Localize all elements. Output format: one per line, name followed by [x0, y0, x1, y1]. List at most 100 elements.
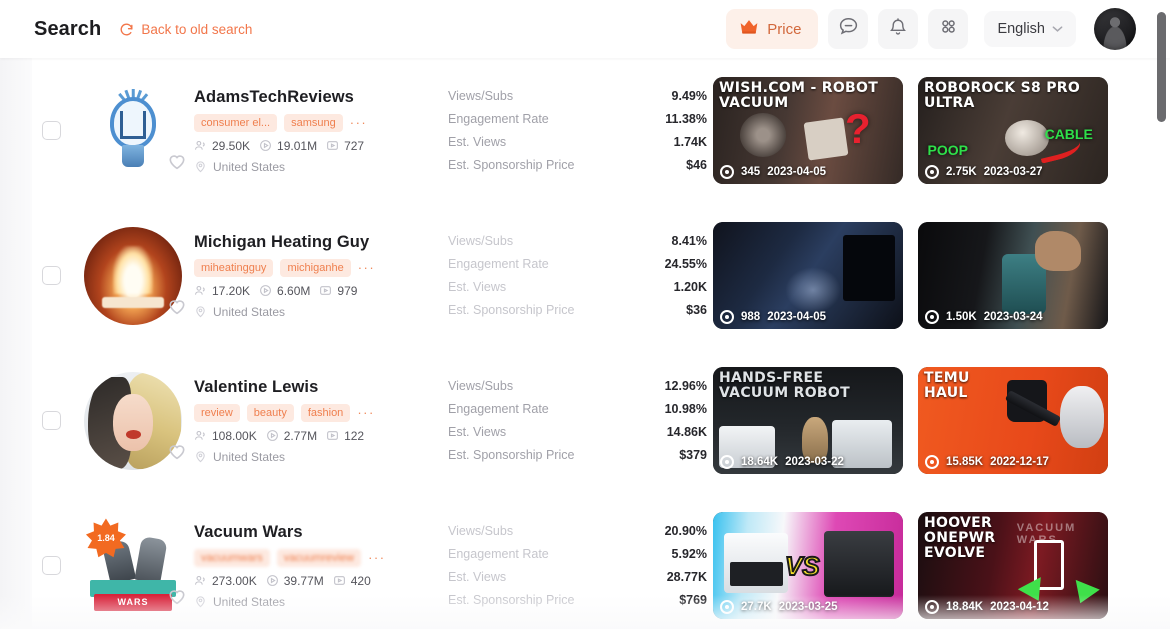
metric-value: 5.92% — [671, 547, 707, 561]
thumbnail-date: 2023-03-25 — [778, 601, 838, 613]
video-thumbnail[interactable]: VS 27.7K 2023-03-25 — [713, 512, 903, 619]
more-tags-button[interactable]: ··· — [357, 405, 375, 420]
favorite-heart-icon[interactable] — [166, 440, 188, 462]
channel-avatar-cell — [74, 81, 192, 180]
video-thumbnails-cell: HANDS-FREE VACUUM ROBOT 18.64K 2023-03-2… — [707, 367, 1108, 474]
thumbnail-views: 2.75K — [946, 166, 977, 178]
more-tags-button[interactable]: ··· — [357, 260, 376, 275]
row-checkbox[interactable] — [41, 411, 61, 430]
thumbnail-date: 2023-03-24 — [983, 311, 1043, 323]
thumbnail-views: 988 — [741, 311, 761, 323]
channel-tag[interactable]: miheatingguy — [194, 258, 274, 277]
video-thumbnail[interactable]: VACUUM WARS HOOVER ONEPWR EVOLVE 18.84K … — [918, 512, 1108, 619]
channel-name[interactable]: AdamsTechReviews — [194, 87, 354, 106]
price-button[interactable]: Price — [726, 9, 819, 49]
metric-est-price: Est. Sponsorship Price $46 — [448, 158, 707, 172]
video-thumbnail[interactable]: TEMU HAUL 15.85K 2022-12-17 — [918, 367, 1108, 474]
table-row[interactable]: AdamsTechReviews consumer el... samsung … — [0, 58, 1170, 203]
more-tags-button[interactable]: ··· — [368, 550, 386, 565]
channel-tag[interactable]: vacuumreview — [276, 548, 362, 567]
views-value: 39.77M — [283, 573, 324, 588]
thumbnail-views: 18.84K — [946, 601, 984, 613]
back-to-old-search-link[interactable]: Back to old search — [119, 22, 252, 37]
videos-value: 979 — [337, 283, 358, 298]
thumbnail-art — [918, 367, 1108, 474]
channel-tags: miheatingguy michiganhe ··· — [194, 258, 442, 277]
video-thumbnail[interactable]: 988 2023-04-05 — [713, 222, 903, 329]
thumbnail-views: 18.64K — [741, 456, 779, 468]
channel-info-cell: Michigan Heating Guy miheatingguy michig… — [192, 233, 442, 319]
views-stat: 6.60M — [259, 284, 310, 298]
channel-tag[interactable]: samsung — [284, 113, 343, 132]
table-row[interactable]: Valentine Lewis review beauty fashion ··… — [0, 348, 1170, 493]
metric-value: $36 — [686, 303, 707, 317]
views-value: 19.01M — [277, 138, 318, 153]
channel-location: United States — [194, 450, 442, 464]
subscribers-value: 108.00K — [212, 428, 257, 443]
row-checkbox[interactable] — [41, 556, 61, 575]
metric-value: $46 — [686, 158, 707, 172]
metric-label: Engagement Rate — [448, 402, 549, 416]
video-thumbnail[interactable]: HANDS-FREE VACUUM ROBOT 18.64K 2023-03-2… — [713, 367, 903, 474]
videos-stat: 122 — [326, 429, 364, 443]
video-thumbnail[interactable]: POOP CABLE ROBOROCK S8 PRO ULTRA 2.75K 20… — [918, 77, 1108, 184]
metric-value: $379 — [679, 448, 707, 462]
thumbnail-title: HANDS-FREE VACUUM ROBOT — [719, 370, 850, 402]
metric-label: Est. Views — [448, 425, 507, 439]
channel-name[interactable]: Vacuum Wars — [194, 522, 303, 541]
views-stat: 2.77M — [266, 429, 317, 443]
views-eye-icon — [925, 310, 939, 324]
views-eye-icon — [720, 165, 734, 179]
table-row[interactable]: Michigan Heating Guy miheatingguy michig… — [0, 203, 1170, 348]
videos-value: 420 — [350, 573, 371, 588]
channel-location: United States — [194, 305, 442, 319]
thumbnail-date: 2023-03-27 — [983, 166, 1043, 178]
video-thumbnail[interactable]: ? WISH.COM - ROBOT VACUUM 345 2023-04-05 — [713, 77, 903, 184]
metric-views-subs: Views/Subs 20.90% — [448, 524, 707, 538]
channel-name[interactable]: Michigan Heating Guy — [194, 232, 370, 251]
thumbnail-date: 2023-04-05 — [767, 166, 827, 178]
price-button-label: Price — [767, 20, 802, 38]
table-row[interactable]: 1.84 WARS Vacuum Wars vacuumwars vacuumr… — [0, 493, 1170, 629]
metric-value: 20.90% — [664, 524, 707, 538]
video-thumbnail[interactable]: 1.50K 2023-03-24 — [918, 222, 1108, 329]
user-avatar[interactable] — [1094, 8, 1136, 50]
channel-tag[interactable]: vacuumwars — [194, 548, 270, 567]
thumbnail-views: 15.85K — [946, 456, 984, 468]
back-link-label: Back to old search — [141, 21, 253, 37]
channel-metrics-cell: Views/Subs 8.41% Engagement Rate 24.55% … — [442, 234, 707, 317]
more-tags-button[interactable]: ··· — [349, 115, 368, 130]
metric-value: 12.96% — [664, 379, 707, 393]
channel-info-cell: AdamsTechReviews consumer el... samsung … — [192, 88, 442, 174]
row-checkbox[interactable] — [41, 266, 61, 285]
vertical-scrollbar[interactable] — [1157, 12, 1166, 122]
search-results-list[interactable]: AdamsTechReviews consumer el... samsung … — [0, 58, 1170, 629]
metric-est-views: Est. Views 14.86K — [448, 425, 707, 439]
favorite-heart-icon[interactable] — [166, 585, 188, 607]
chat-bubble-icon-button[interactable] — [828, 9, 869, 49]
location-value: United States — [213, 594, 286, 609]
metric-value: 14.86K — [666, 425, 707, 439]
channel-tag[interactable]: beauty — [246, 403, 294, 422]
subscribers-stat: 17.20K — [194, 284, 250, 298]
metric-value: 9.49% — [671, 89, 707, 103]
grid-apps-icon-button[interactable] — [928, 9, 969, 49]
channel-tag[interactable]: fashion — [300, 403, 351, 422]
metric-est-price: Est. Sponsorship Price $769 — [448, 593, 707, 607]
row-checkbox[interactable] — [41, 121, 61, 140]
favorite-heart-icon[interactable] — [166, 150, 188, 172]
channel-tag[interactable]: review — [194, 403, 240, 422]
subscribers-value: 17.20K — [212, 283, 251, 298]
favorite-heart-icon[interactable] — [166, 295, 188, 317]
channel-name[interactable]: Valentine Lewis — [194, 377, 319, 396]
channel-tag[interactable]: michiganhe — [280, 258, 351, 277]
channel-tag[interactable]: consumer el... — [194, 113, 278, 132]
subscribers-value: 273.00K — [212, 573, 257, 588]
thumbnail-title: ROBOROCK S8 PRO ULTRA — [924, 80, 1081, 112]
channel-info-cell: Vacuum Wars vacuumwars vacuumreview ··· … — [192, 523, 442, 609]
language-selector[interactable]: English — [984, 11, 1076, 47]
thumbnail-date: 2023-04-12 — [990, 601, 1049, 613]
bell-icon-button[interactable] — [878, 9, 919, 49]
metric-est-views: Est. Views 1.20K — [448, 280, 707, 294]
